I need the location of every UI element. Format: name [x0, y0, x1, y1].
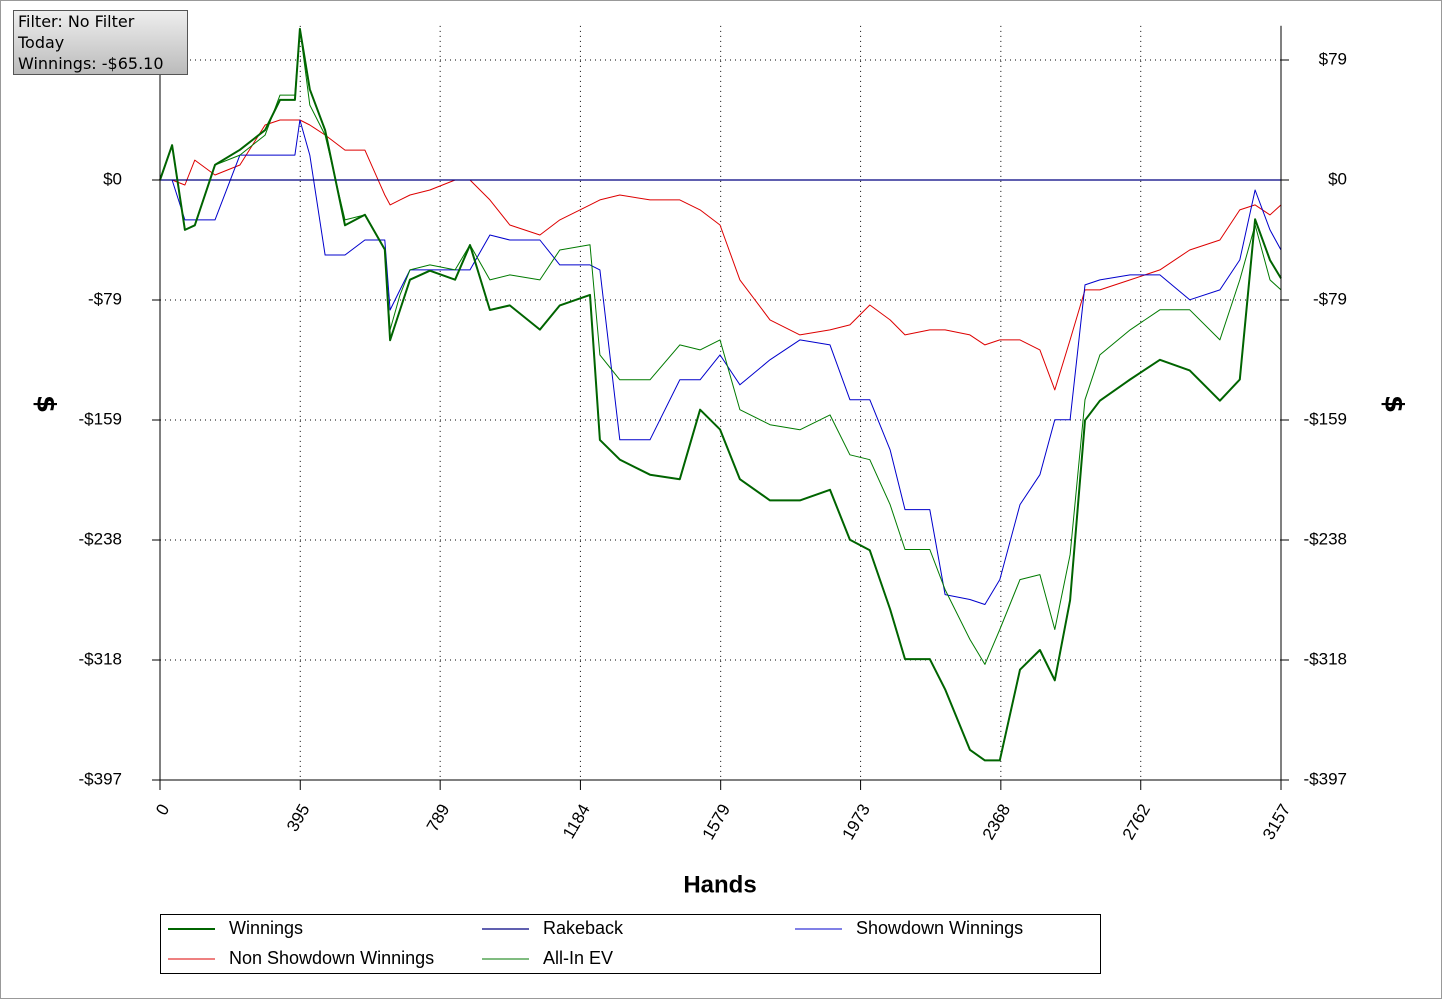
y-tick-label: -$318: [79, 649, 122, 668]
series-line: [160, 119, 1282, 605]
legend-label: Rakeback: [543, 918, 624, 938]
legend-label: All-In EV: [543, 948, 613, 968]
y2-tick-label: -$159: [1304, 409, 1347, 428]
y2-tick-label: -$397: [1304, 769, 1347, 788]
y-axis-label: $: [31, 395, 61, 413]
info-line: Filter: No Filter: [18, 12, 135, 31]
x-axis-label: Hands: [683, 871, 756, 898]
y2-tick-label: -$318: [1304, 649, 1347, 668]
series-line: [159, 28, 1282, 665]
legend-box: [160, 914, 1101, 974]
info-line: Winnings: -$65.10: [18, 54, 164, 73]
y2-axis-label: $: [1379, 395, 1409, 413]
legend-label: Non Showdown Winnings: [229, 948, 434, 968]
y-tick-label: -$159: [79, 409, 122, 428]
y2-tick-label: -$79: [1313, 289, 1347, 308]
y-tick-label: -$397: [79, 769, 122, 788]
info-box: Filter: No Filter Today Winnings: -$65.1…: [13, 10, 188, 75]
y-tick-label: $0: [103, 169, 122, 188]
y-tick-label: -$238: [79, 529, 122, 548]
y2-tick-label: $79: [1319, 49, 1347, 68]
series-line: [160, 119, 1282, 391]
series-line: [159, 27, 1282, 762]
legend-label: Winnings: [229, 918, 303, 938]
y2-tick-label: -$238: [1304, 529, 1347, 548]
legend-label: Showdown Winnings: [856, 918, 1023, 938]
info-line: Today: [18, 33, 65, 52]
y2-tick-label: $0: [1328, 169, 1347, 188]
y-tick-label: -$79: [88, 289, 122, 308]
